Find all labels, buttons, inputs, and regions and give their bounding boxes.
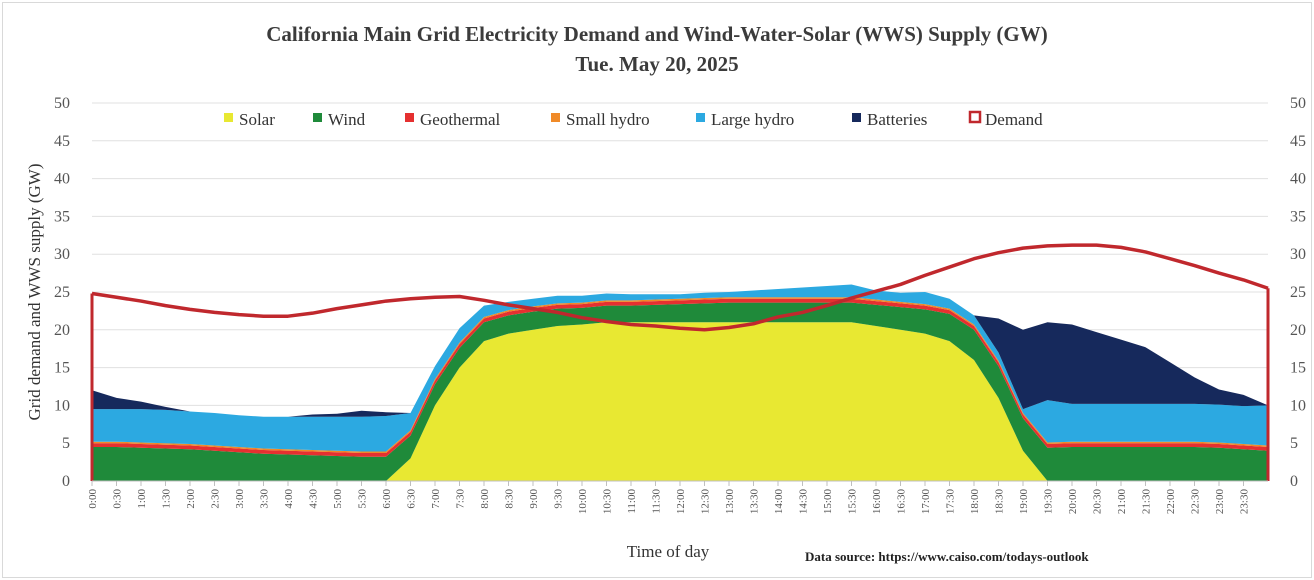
ytick-left-10: 10 — [54, 397, 70, 414]
xtick-4-00: 4:00 — [283, 489, 295, 509]
xtick-6-30: 6:30 — [406, 489, 418, 509]
legend-swatch-solar — [224, 113, 233, 122]
xtick-10-30: 10:30 — [602, 489, 614, 515]
legend-swatch-wind — [313, 113, 322, 122]
legend-swatch-large-hydro — [696, 113, 705, 122]
area-wind — [92, 302, 1268, 481]
ytick-right-15: 15 — [1290, 360, 1306, 377]
ytick-right-0: 0 — [1290, 473, 1298, 490]
xtick-0-30: 0:30 — [112, 489, 124, 509]
legend-swatch-geothermal — [405, 113, 414, 122]
xtick-14-30: 14:30 — [798, 489, 810, 515]
ytick-left-45: 45 — [54, 133, 70, 150]
ytick-left-30: 30 — [54, 246, 70, 263]
ytick-right-30: 30 — [1290, 246, 1306, 263]
legend-swatch-batteries — [852, 113, 861, 122]
legend-label-demand: Demand — [985, 110, 1043, 129]
legend-label-batteries: Batteries — [867, 110, 927, 129]
area-large-hydro — [92, 284, 1268, 452]
legend-label-large-hydro: Large hydro — [711, 110, 794, 129]
xtick-3-00: 3:00 — [234, 489, 246, 509]
xtick-13-30: 13:30 — [749, 489, 761, 515]
xtick-12-30: 12:30 — [700, 489, 712, 515]
ytick-left-35: 35 — [54, 208, 70, 225]
xtick-16-00: 16:00 — [871, 489, 883, 515]
xtick-5-30: 5:30 — [357, 489, 369, 509]
xtick-15-30: 15:30 — [847, 489, 859, 515]
xtick-21-30: 21:30 — [1141, 489, 1153, 515]
ytick-right-20: 20 — [1290, 322, 1306, 339]
line-demand — [91, 243, 1269, 332]
xtick-5-00: 5:00 — [332, 489, 344, 509]
area-solar — [92, 322, 1268, 481]
legend-swatch-demand — [968, 110, 982, 124]
ytick-right-10: 10 — [1290, 397, 1306, 414]
xtick-16-30: 16:30 — [896, 489, 908, 515]
xtick-23-30: 23:30 — [1239, 489, 1251, 515]
ytick-left-40: 40 — [54, 171, 70, 188]
ytick-right-5: 5 — [1290, 435, 1298, 452]
area-batteries — [92, 284, 1268, 417]
xtick-12-00: 12:00 — [675, 489, 687, 515]
xtick-10-00: 10:00 — [577, 489, 589, 515]
xtick-7-30: 7:30 — [455, 489, 467, 509]
ytick-left-15: 15 — [54, 360, 70, 377]
chart-subtitle: Tue. May 20, 2025 — [575, 52, 739, 76]
xtick-19-30: 19:30 — [1043, 489, 1055, 515]
xtick-13-00: 13:00 — [724, 489, 736, 515]
xtick-19-00: 19:00 — [1018, 489, 1030, 515]
xtick-0-00: 0:00 — [87, 489, 99, 509]
ytick-left-50: 50 — [54, 95, 70, 112]
xtick-15-00: 15:00 — [822, 489, 834, 515]
xtick-20-30: 20:30 — [1092, 489, 1104, 515]
xtick-9-00: 9:00 — [528, 489, 540, 509]
xtick-1-30: 1:30 — [161, 489, 173, 509]
legend-label-geothermal: Geothermal — [420, 110, 501, 129]
ytick-left-25: 25 — [54, 284, 70, 301]
ytick-left-20: 20 — [54, 322, 70, 339]
ytick-left-0: 0 — [62, 473, 70, 490]
ytick-right-35: 35 — [1290, 208, 1306, 225]
legend-label-small-hydro: Small hydro — [566, 110, 650, 129]
xtick-23-00: 23:00 — [1214, 489, 1226, 515]
xtick-22-30: 22:30 — [1190, 489, 1202, 515]
ytick-right-40: 40 — [1290, 171, 1306, 188]
xtick-8-30: 8:30 — [504, 489, 516, 509]
xtick-18-30: 18:30 — [994, 489, 1006, 515]
legend-swatch-small-hydro — [551, 113, 560, 122]
xtick-22-00: 22:00 — [1165, 489, 1177, 515]
chart-title: California Main Grid Electricity Demand … — [266, 22, 1048, 46]
xtick-4-30: 4:30 — [308, 489, 320, 509]
xtick-1-00: 1:00 — [136, 489, 148, 509]
xtick-17-00: 17:00 — [920, 489, 932, 515]
xtick-17-30: 17:30 — [945, 489, 957, 515]
xtick-7-00: 7:00 — [430, 489, 442, 509]
xtick-11-00: 11:00 — [626, 489, 638, 514]
xtick-20-00: 20:00 — [1067, 489, 1079, 515]
xtick-6-00: 6:00 — [381, 489, 393, 509]
y-axis-label: Grid demand and WWS supply (GW) — [25, 164, 44, 421]
xtick-9-30: 9:30 — [553, 489, 565, 509]
xtick-11-30: 11:30 — [651, 489, 663, 514]
x-axis-label: Time of day — [627, 542, 710, 561]
xtick-18-00: 18:00 — [969, 489, 981, 515]
ytick-left-5: 5 — [62, 435, 70, 452]
xtick-21-00: 21:00 — [1116, 489, 1128, 515]
data-source-note: Data source: https://www.caiso.com/today… — [805, 549, 1089, 564]
legend-label-wind: Wind — [328, 110, 366, 129]
legend-label-solar: Solar — [239, 110, 275, 129]
xtick-14-00: 14:00 — [773, 489, 785, 515]
xtick-8-00: 8:00 — [479, 489, 491, 509]
xtick-2-30: 2:30 — [210, 489, 222, 509]
xtick-3-30: 3:30 — [259, 489, 271, 509]
ytick-right-45: 45 — [1290, 133, 1306, 150]
xtick-2-00: 2:00 — [185, 489, 197, 509]
ytick-right-25: 25 — [1290, 284, 1306, 301]
ytick-right-50: 50 — [1290, 95, 1306, 112]
